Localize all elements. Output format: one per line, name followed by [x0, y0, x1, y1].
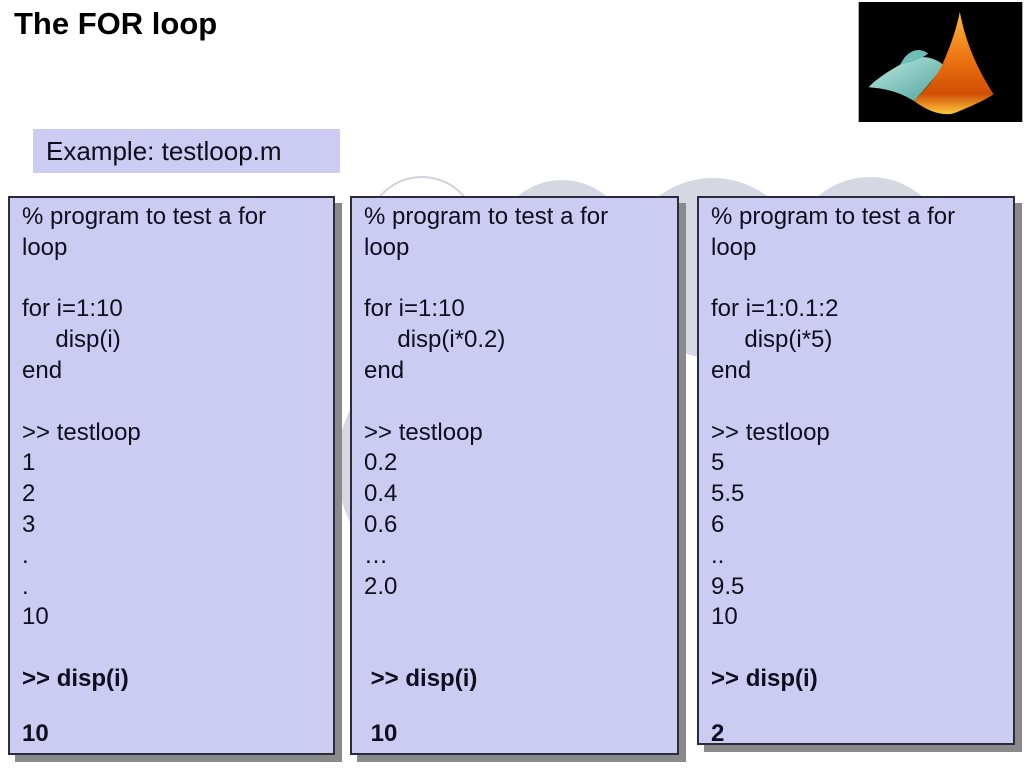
code-line: 2: [22, 480, 36, 508]
matlab-logo: [858, 2, 1023, 122]
code-line: loop: [22, 233, 68, 261]
code-line: 0.6: [364, 510, 398, 538]
code-line: 6: [711, 510, 725, 538]
code-line: >> disp(i): [711, 664, 818, 692]
code-box-3: % program to test a for loop for i=1:0.1:…: [697, 196, 1015, 745]
code-line: …: [364, 541, 388, 569]
code-line-gap: [711, 695, 1013, 719]
code-line: [22, 387, 333, 418]
page-title: The FOR loop: [14, 6, 218, 41]
code-line: disp(i): [22, 326, 121, 354]
code-line: >> testloop: [364, 418, 483, 446]
code-line-gap: [364, 695, 677, 719]
code-line: end: [22, 356, 63, 384]
code-line: >> testloop: [22, 418, 141, 446]
code-line: [364, 602, 677, 633]
code-box-2: % program to test a for loop for i=1:10 d…: [350, 196, 679, 755]
code-line: 1: [22, 449, 36, 477]
code-line: .: [22, 541, 29, 569]
code-line: 10: [711, 603, 738, 631]
code-line: [364, 387, 677, 418]
code-line: end: [364, 356, 405, 384]
code-line: >> testloop: [711, 418, 830, 446]
code-line: 5.5: [711, 480, 745, 508]
code-line: [22, 264, 333, 295]
code-line: .: [22, 572, 29, 600]
code-line: 10: [22, 719, 49, 747]
code-line: % program to test a for: [364, 203, 609, 230]
code-box-1: % program to test a for loop for i=1:10 d…: [8, 196, 335, 755]
code-line: >> disp(i): [22, 664, 129, 692]
code-line: % program to test a for: [711, 203, 956, 230]
code-line: for i=1:10: [364, 295, 465, 323]
code-line: [711, 387, 1013, 418]
code-line: 3: [22, 510, 36, 538]
code-line: [22, 633, 333, 664]
code-line: [364, 633, 677, 664]
example-label: Example: testloop.m: [33, 129, 340, 173]
code-line-gap: [22, 695, 333, 719]
code-line: 10: [22, 603, 49, 631]
code-line: loop: [711, 233, 757, 261]
code-line: 10: [364, 719, 398, 747]
code-line: loop: [364, 233, 410, 261]
code-line: 2.0: [364, 572, 398, 600]
code-line: ..: [711, 541, 725, 569]
code-line: end: [711, 356, 752, 384]
code-line: [364, 264, 677, 295]
code-line: 9.5: [711, 572, 745, 600]
code-line: [711, 633, 1013, 664]
code-line: 2: [711, 719, 725, 745]
code-line: [711, 264, 1013, 295]
code-line: disp(i*0.2): [364, 326, 506, 354]
code-line: 0.2: [364, 449, 398, 477]
code-line: 5: [711, 449, 725, 477]
code-line: for i=1:0.1:2: [711, 295, 839, 323]
code-line: for i=1:10: [22, 295, 123, 323]
code-line: disp(i*5): [711, 326, 833, 354]
code-line: >> disp(i): [364, 664, 478, 692]
code-line: % program to test a for: [22, 203, 267, 230]
matlab-membrane-icon: [858, 2, 1023, 122]
code-line: 0.4: [364, 480, 398, 508]
example-label-text: Example: testloop.m: [46, 135, 282, 166]
